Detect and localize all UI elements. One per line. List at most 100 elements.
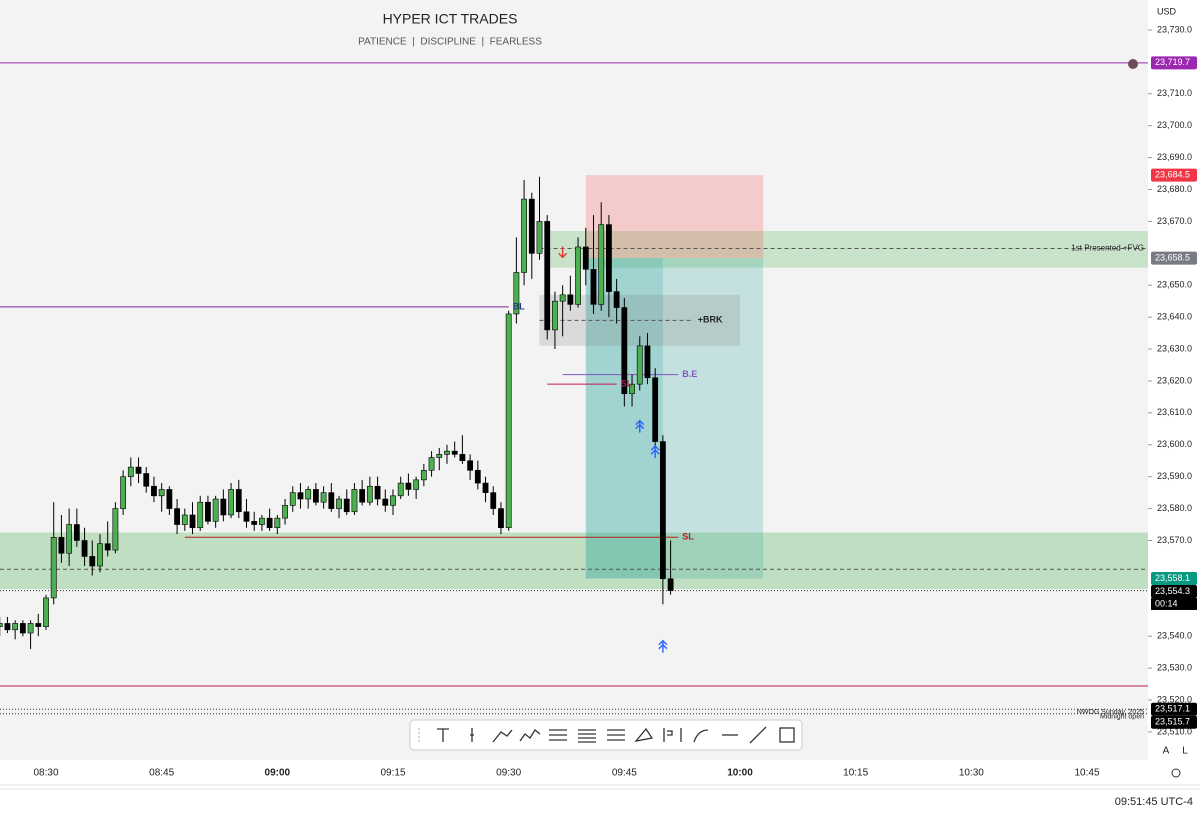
candle-body — [659, 441, 666, 580]
candle-body — [35, 623, 42, 627]
candle-body — [320, 492, 327, 503]
price-axis — [1148, 0, 1200, 785]
candle-body — [235, 489, 242, 513]
price-label: 23,554.3 — [1155, 586, 1190, 596]
candle-body — [521, 198, 527, 273]
y-tick-label: 23,680.0 — [1157, 184, 1192, 194]
x-tick-label: 10:15 — [843, 768, 868, 779]
candle-body — [127, 466, 134, 477]
candle-body — [636, 345, 643, 385]
line-label: B.E — [682, 369, 697, 379]
candle-body — [590, 268, 597, 305]
candle-body — [459, 454, 466, 462]
zones — [0, 175, 1148, 589]
candle-body — [374, 485, 381, 500]
line-label: Midnight open — [1100, 714, 1144, 721]
drawing-toolbar — [409, 719, 803, 751]
curve-tool[interactable] — [693, 729, 709, 743]
y-tick-label: 23,670.0 — [1157, 216, 1192, 226]
line-label: BL — [513, 301, 525, 311]
candle-body — [474, 469, 481, 484]
fib-tool[interactable] — [549, 729, 567, 741]
y-tick-label: 23,700.0 — [1157, 120, 1192, 130]
candle-body — [498, 508, 504, 529]
status-time: 09:51:45 UTC-4 — [1115, 796, 1193, 808]
candle-body — [305, 489, 312, 500]
x-tick-label: 09:15 — [380, 768, 405, 779]
price-label: 23,558.1 — [1155, 573, 1190, 583]
x-tick-label: 10:30 — [959, 768, 984, 779]
candle-body — [212, 498, 219, 522]
y-tick-label: 23,590.0 — [1157, 471, 1192, 481]
candle-body — [559, 294, 566, 302]
candle-body — [259, 517, 265, 525]
candle-body — [467, 460, 474, 471]
candles — [0, 176, 674, 649]
brush-tool[interactable] — [634, 727, 654, 742]
candle-body — [97, 543, 103, 567]
zone — [585, 175, 764, 259]
rectangle-tool[interactable] — [779, 727, 795, 743]
candle-body — [228, 489, 234, 516]
countdown: 00:14 — [1155, 598, 1178, 608]
candle-body — [513, 272, 520, 315]
candle-body — [382, 498, 389, 506]
candle-body — [0, 623, 3, 627]
candle-body — [343, 498, 350, 513]
y-tick-label: 23,570.0 — [1157, 535, 1192, 545]
candle-body — [644, 345, 651, 379]
chart-title: HYPER ICT TRADES — [383, 11, 518, 27]
candle-body — [444, 450, 450, 455]
candle-body — [289, 492, 296, 506]
candle-body — [629, 383, 635, 395]
y-tick-label: 23,520.0 — [1157, 694, 1192, 704]
channel-tool[interactable] — [578, 729, 596, 743]
toolbar — [409, 719, 803, 751]
y-tick-label: 23,540.0 — [1157, 631, 1192, 641]
trend-tool[interactable] — [492, 729, 513, 743]
price-label: 23,719.7 — [1155, 57, 1190, 67]
scale-button[interactable]: L — [1182, 746, 1188, 757]
path-tool[interactable] — [519, 729, 541, 742]
candle-body — [50, 536, 57, 599]
x-tick-label: 08:45 — [149, 768, 174, 779]
candle-body — [81, 540, 88, 557]
vertical-line-tool[interactable] — [470, 728, 474, 742]
currency[interactable]: USD — [1157, 6, 1177, 16]
y-tick-label: 23,630.0 — [1157, 343, 1192, 353]
text-tool[interactable] — [437, 728, 449, 742]
x-tick-label: 08:30 — [33, 768, 58, 779]
scale-button[interactable]: A — [1163, 746, 1170, 757]
eye-icon[interactable] — [1128, 59, 1138, 69]
price-label-box — [1151, 584, 1197, 598]
countdown-box — [1151, 597, 1197, 610]
candle-body — [297, 492, 304, 500]
line-label: NWOG Sunday, 2025 — [1077, 709, 1144, 716]
candle-body — [621, 307, 628, 395]
arrow-marker — [658, 639, 668, 653]
candle-body — [135, 466, 142, 474]
candle-body — [536, 221, 543, 254]
candle-body — [158, 489, 165, 497]
y-tick-label: 23,730.0 — [1157, 24, 1192, 34]
arrow-marker — [635, 419, 645, 433]
plot-background — [0, 0, 1148, 760]
candle-body — [166, 489, 173, 509]
candle-body — [58, 536, 65, 554]
position-tool[interactable] — [607, 729, 625, 741]
measure-tool[interactable] — [663, 728, 682, 742]
candle-body — [667, 578, 674, 591]
candle-body — [243, 511, 250, 522]
candle-body — [451, 450, 458, 455]
y-tick-label: 23,610.0 — [1157, 407, 1192, 417]
candle-body — [4, 623, 11, 631]
candle-body — [436, 454, 443, 458]
candle-body — [328, 492, 335, 509]
settings-icon[interactable] — [1171, 768, 1181, 778]
price-label-box — [1151, 251, 1197, 265]
zone — [0, 532, 1148, 589]
ray-tool[interactable] — [749, 726, 767, 744]
y-tick-label: 23,710.0 — [1157, 88, 1192, 98]
overlay: BL SL 1st Presented +FVG +BRK B.E SL NWOG Sund… — [513, 244, 1144, 721]
